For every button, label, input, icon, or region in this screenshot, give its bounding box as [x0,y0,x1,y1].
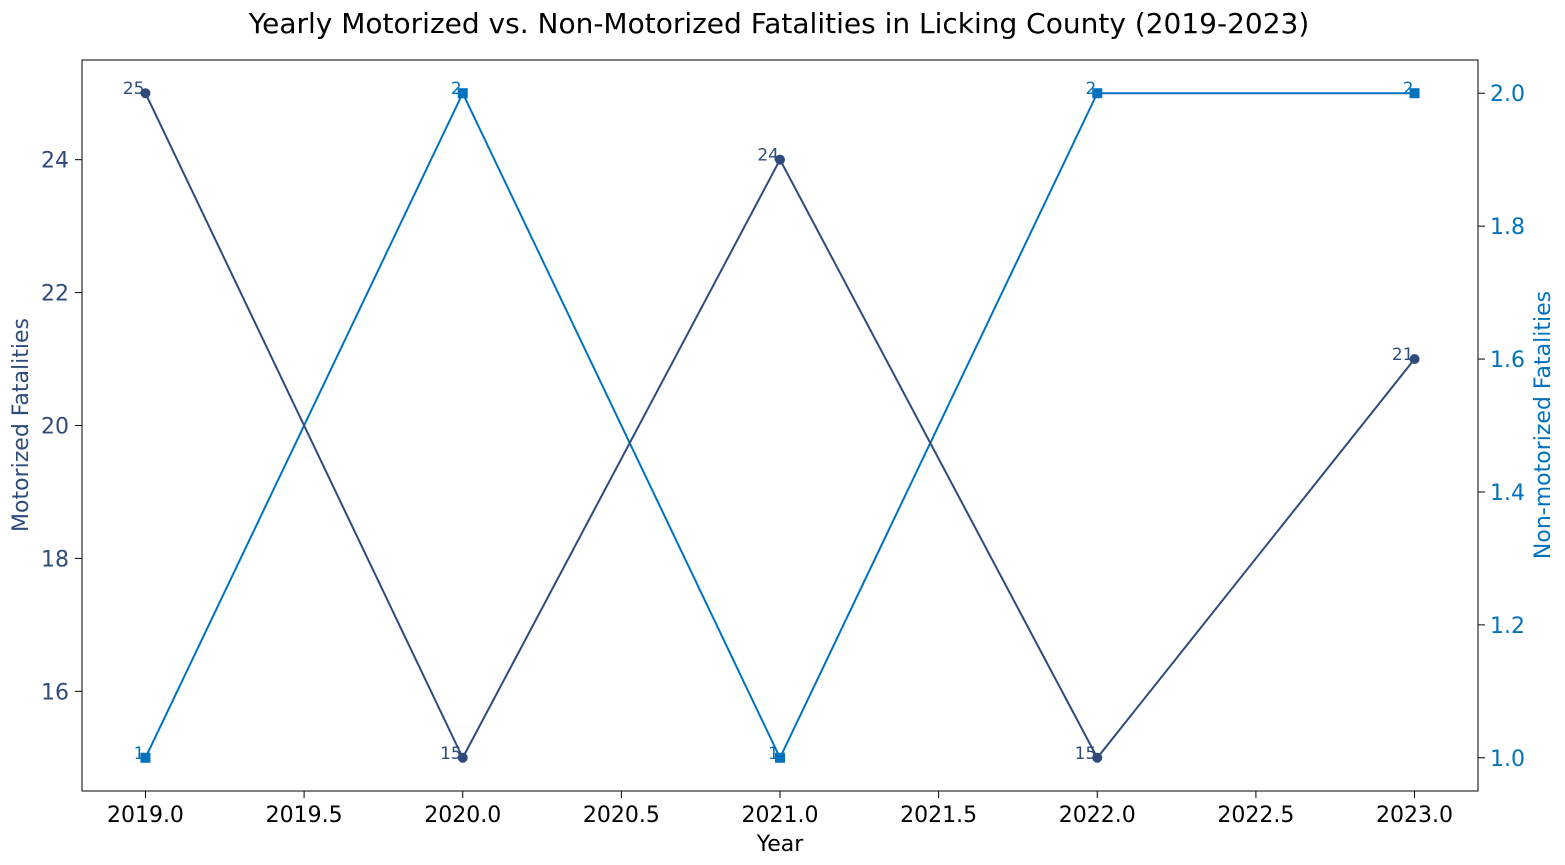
motorized-point [1092,752,1103,763]
plot-area [81,59,1479,792]
x-tick-label: 2020.5 [583,803,660,828]
right-y-tick-label: 1.4 [1490,481,1525,506]
left-y-axis-label: Motorized Fatalities [9,318,34,532]
motorized-point [457,752,468,763]
motorized-data-label: 21 [1392,345,1414,365]
motorized-point [140,88,151,99]
non-motorized-data-label: 1 [768,744,779,764]
non-motorized-data-label: 1 [134,744,145,764]
right-y-tick-label: 1.8 [1490,215,1525,240]
chart-title: Yearly Motorized vs. Non-Motorized Fatal… [248,7,1310,40]
non-motorized-data-label: 2 [1085,79,1096,99]
motorized-data-label: 15 [440,744,462,764]
non-motorized-point [1409,88,1420,99]
motorized-series-line [144,92,1416,760]
x-axis: 2019.0 2019.5 2020.0 2020.5 2021.0 2021.5 2022… [107,791,1453,828]
x-tick-label: 2020.0 [424,803,501,828]
x-tick-label: 2019.5 [266,803,343,828]
non-motorized-point [1092,88,1103,99]
x-tick-label: 2021.5 [900,803,977,828]
left-y-tick-label: 18 [41,547,69,572]
non-motorized-point [140,752,151,763]
x-tick-label: 2022.0 [1059,803,1136,828]
right-y-tick-label: 1.0 [1490,747,1525,772]
x-tick-label: 2021.0 [742,803,819,828]
motorized-data-label: 15 [1075,744,1097,764]
x-axis-label: Year [756,832,805,857]
left-y-tick-label: 24 [41,149,69,174]
motorized-data-label: 24 [757,146,779,166]
right-y-axis: 1.0 1.2 1.4 1.6 1.8 2.0 [1478,82,1525,772]
left-y-axis: 16 18 20 22 24 [41,149,82,705]
left-y-tick-label: 20 [41,415,69,440]
non-motorized-point [775,752,785,763]
motorized-point [1409,354,1420,365]
motorized-point [775,154,785,165]
left-y-tick-label: 22 [41,282,69,307]
non-motorized-data-label: 2 [451,79,462,99]
right-y-axis-label: Non-motorized Fatalities [1531,291,1556,559]
x-tick-label: 2019.0 [107,803,184,828]
non-motorized-point [457,88,468,99]
left-y-tick-label: 16 [41,680,69,705]
non-motorized-data-label: 2 [1403,79,1414,99]
x-tick-label: 2022.5 [1217,803,1294,828]
right-y-tick-label: 2.0 [1490,82,1525,107]
non-motorized-series-line [144,90,1415,761]
right-y-tick-label: 1.6 [1490,348,1525,373]
right-y-tick-label: 1.2 [1490,614,1525,639]
motorized-data-label: 25 [123,79,145,99]
x-tick-label: 2023.0 [1376,803,1453,828]
